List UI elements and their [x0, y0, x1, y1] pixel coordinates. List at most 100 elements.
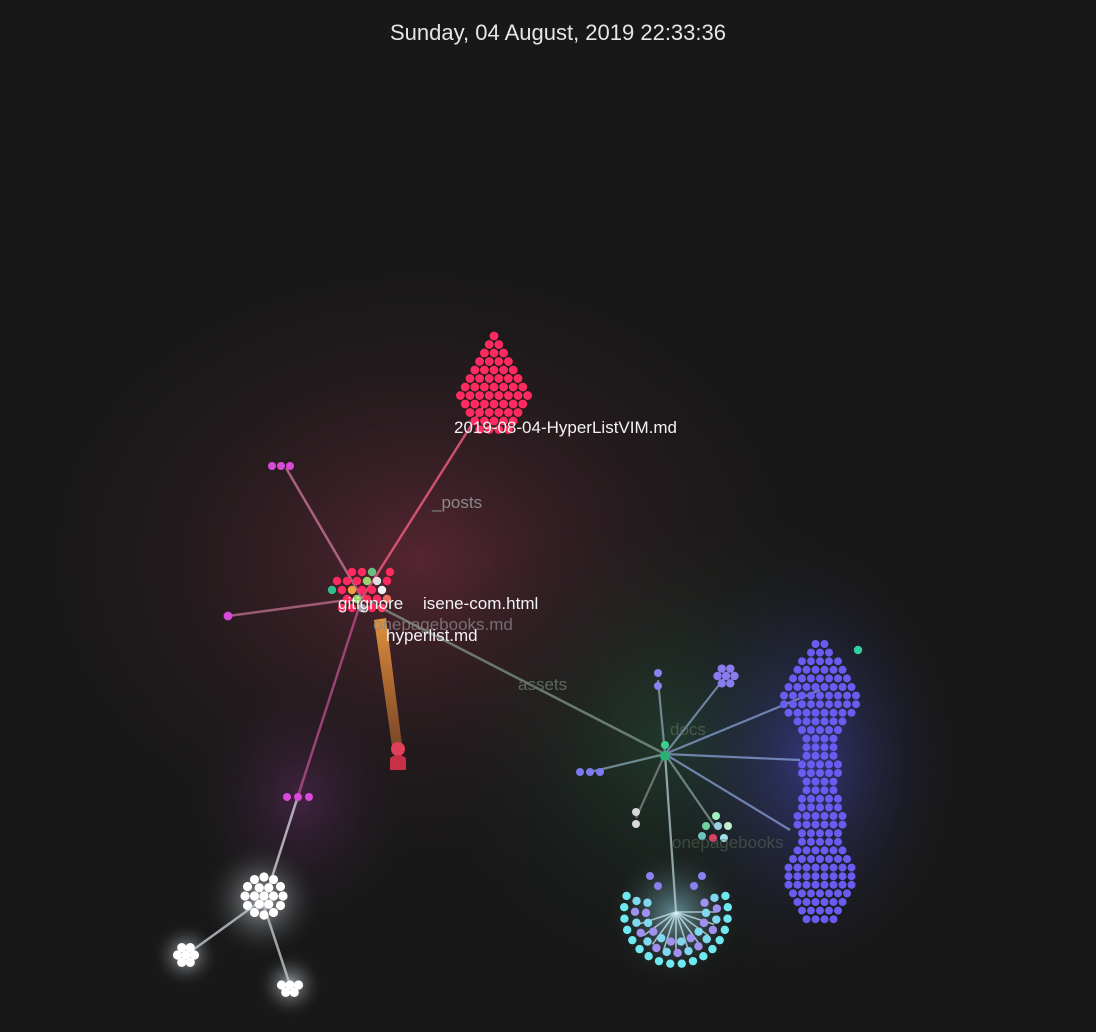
file-label-onepagebooks[interactable]: onepagebooks.md — [373, 615, 513, 634]
file-node[interactable] — [816, 700, 824, 709]
post-node[interactable] — [480, 416, 489, 426]
file-node[interactable] — [829, 708, 838, 717]
file-node[interactable] — [177, 957, 187, 967]
file-node[interactable] — [352, 576, 362, 586]
file-node[interactable] — [802, 665, 811, 674]
file-node[interactable] — [721, 671, 731, 681]
file-node[interactable] — [268, 891, 279, 901]
post-node[interactable] — [489, 331, 499, 341]
post-node[interactable] — [523, 391, 532, 400]
file-node[interactable] — [789, 700, 797, 709]
file-node[interactable] — [698, 872, 706, 880]
post-node[interactable] — [470, 382, 480, 392]
file-node[interactable] — [700, 898, 709, 907]
file-node[interactable] — [780, 700, 788, 709]
file-node[interactable] — [649, 927, 658, 936]
file-node[interactable] — [793, 863, 802, 872]
file-node[interactable] — [802, 863, 811, 872]
file-node[interactable] — [293, 980, 304, 990]
file-node[interactable] — [829, 743, 838, 752]
file-node[interactable] — [820, 708, 829, 717]
post-node[interactable] — [513, 391, 523, 400]
file-node[interactable] — [644, 952, 653, 961]
file-node[interactable] — [289, 987, 299, 997]
file-node[interactable] — [802, 786, 811, 795]
post-node[interactable] — [465, 408, 475, 417]
file-node[interactable] — [242, 881, 253, 892]
file-node[interactable] — [802, 743, 811, 752]
file-node[interactable] — [838, 665, 847, 674]
post-node[interactable] — [475, 408, 484, 417]
file-node[interactable] — [259, 891, 269, 901]
file-node[interactable] — [838, 846, 847, 855]
file-node[interactable] — [347, 603, 357, 613]
file-node[interactable] — [726, 664, 735, 673]
file-node[interactable] — [834, 837, 842, 846]
file-node[interactable] — [713, 671, 722, 681]
file-node[interactable] — [816, 794, 824, 803]
file-node[interactable] — [811, 863, 820, 872]
file-node[interactable] — [654, 682, 662, 690]
file-node[interactable] — [654, 956, 664, 966]
post-node[interactable] — [499, 416, 508, 426]
file-node[interactable] — [630, 907, 640, 916]
post-node[interactable] — [504, 391, 513, 400]
file-node[interactable] — [807, 906, 815, 915]
file-node[interactable] — [332, 576, 342, 586]
file-node[interactable] — [342, 594, 352, 604]
file-node[interactable] — [708, 944, 717, 954]
file-node[interactable] — [838, 863, 847, 872]
file-label-hyperlist[interactable]: hyperlist.md — [386, 626, 478, 645]
file-node[interactable] — [636, 928, 645, 938]
file-node[interactable] — [802, 915, 811, 924]
file-node[interactable] — [717, 679, 726, 688]
post-node[interactable] — [480, 399, 489, 409]
file-node[interactable] — [825, 657, 833, 666]
file-node[interactable] — [807, 648, 815, 657]
file-node[interactable] — [825, 829, 833, 838]
file-node[interactable] — [807, 691, 815, 700]
file-node[interactable] — [784, 863, 793, 872]
file-node[interactable] — [825, 648, 833, 657]
file-node[interactable] — [816, 829, 824, 838]
file-node[interactable] — [834, 906, 842, 915]
file-node[interactable] — [847, 863, 856, 872]
file-node[interactable] — [798, 803, 806, 812]
file-node[interactable] — [798, 855, 806, 863]
post-node[interactable] — [513, 408, 523, 417]
file-node[interactable] — [793, 812, 802, 820]
file-node[interactable] — [834, 657, 842, 666]
file-node[interactable] — [347, 567, 357, 577]
file-node[interactable] — [807, 769, 815, 777]
post-node[interactable] — [475, 374, 484, 383]
file-node[interactable] — [268, 907, 279, 918]
file-node[interactable] — [847, 683, 856, 691]
file-node[interactable] — [807, 829, 815, 838]
file-node[interactable] — [352, 594, 362, 604]
file-node[interactable] — [784, 872, 793, 881]
file-node[interactable] — [798, 906, 806, 915]
file-node[interactable] — [249, 874, 260, 885]
file-node[interactable] — [807, 700, 815, 709]
file-node[interactable] — [254, 899, 264, 909]
file-node[interactable] — [720, 834, 728, 842]
file-node[interactable] — [816, 691, 824, 700]
post-node[interactable] — [504, 408, 513, 417]
post-node[interactable] — [508, 382, 518, 392]
post-node[interactable] — [494, 425, 504, 434]
file-node[interactable] — [798, 760, 806, 769]
file-node[interactable] — [286, 462, 294, 470]
file-node[interactable] — [717, 664, 726, 673]
file-node[interactable] — [283, 793, 291, 801]
file-node[interactable] — [829, 665, 838, 674]
file-node[interactable] — [820, 640, 829, 648]
file-node[interactable] — [223, 611, 233, 621]
person-icon[interactable] — [390, 742, 406, 770]
file-node[interactable] — [367, 603, 377, 613]
file-node[interactable] — [372, 594, 382, 604]
file-node[interactable] — [798, 769, 806, 777]
file-node[interactable] — [694, 927, 703, 936]
file-node[interactable] — [816, 760, 824, 769]
file-node[interactable] — [789, 889, 797, 898]
file-node[interactable] — [377, 585, 387, 595]
